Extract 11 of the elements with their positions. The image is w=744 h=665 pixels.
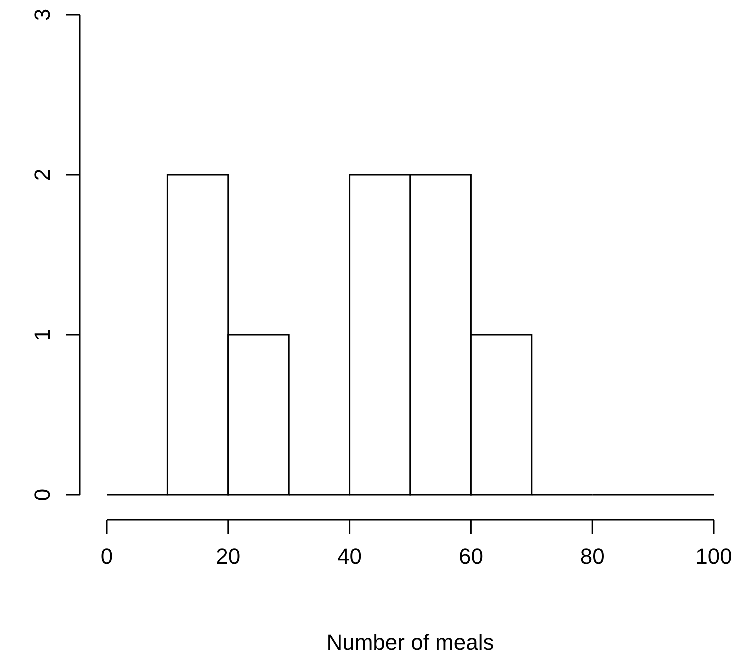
x-tick-label: 20 <box>216 544 241 569</box>
y-tick-label: 0 <box>30 488 55 502</box>
x-tick-label: 100 <box>696 544 732 569</box>
x-tick-label: 80 <box>580 544 605 569</box>
x-axis-title: Number of meals <box>326 630 494 655</box>
x-tick-label: 0 <box>100 544 114 569</box>
y-tick-label: 3 <box>30 8 55 22</box>
x-tick-label: 40 <box>338 544 362 569</box>
y-tick-label: 1 <box>30 328 55 342</box>
y-tick-label: 2 <box>30 168 55 182</box>
x-tick-label: 60 <box>458 544 484 569</box>
